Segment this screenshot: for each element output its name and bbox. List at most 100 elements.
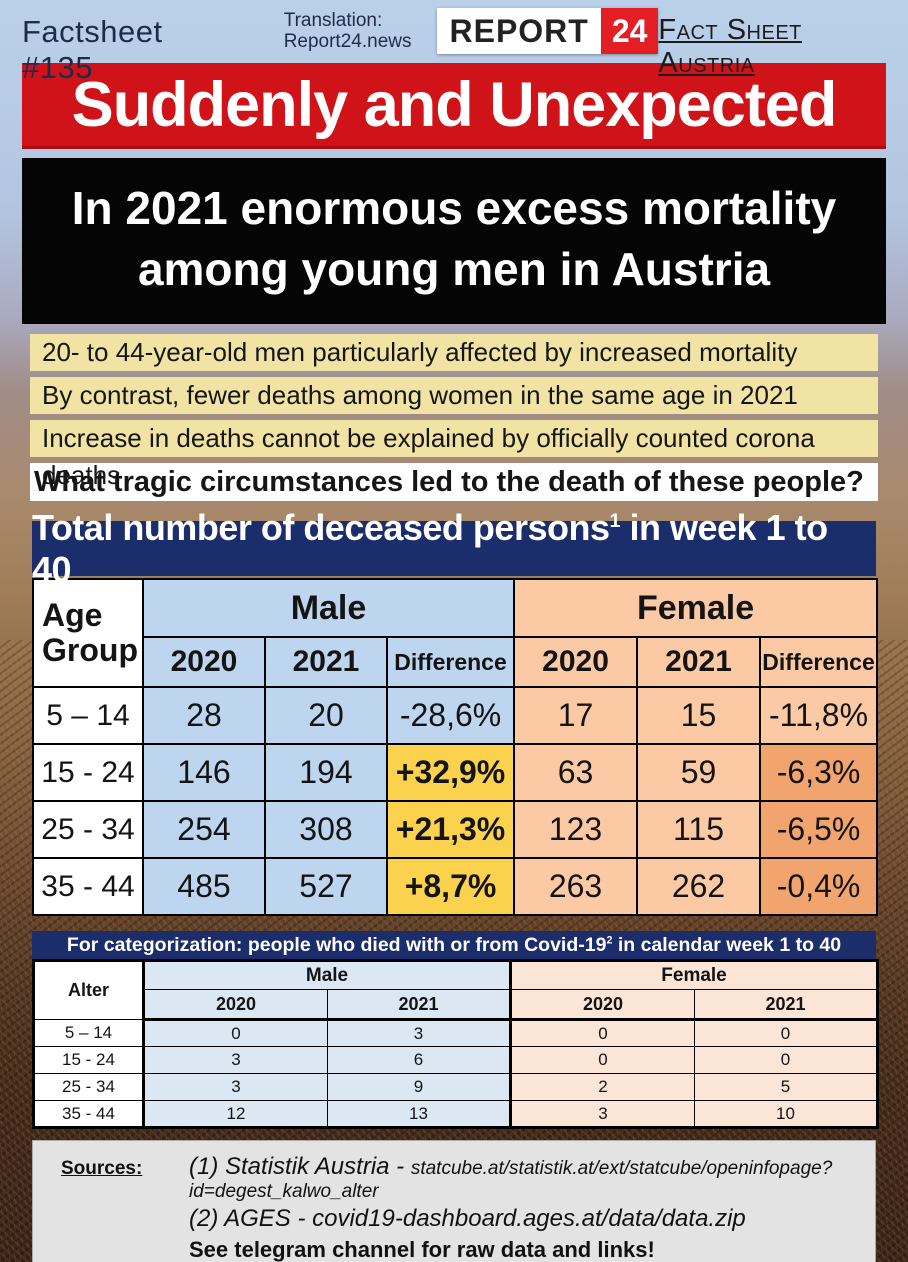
male-2021-cell: 194 — [264, 743, 388, 803]
table1-title-post: in week 1 to 40 — [32, 506, 828, 590]
source-1: (1) Statistik Austria - statcube.at/stat… — [189, 1153, 859, 1203]
sources-label: Sources: — [61, 1158, 143, 1180]
female-2020-header: 2020 — [509, 989, 695, 1022]
subtitle-line-1: In 2021 enormous excess mortality — [71, 182, 837, 234]
male-2021-header: 2021 — [327, 989, 511, 1022]
female-difference-header: Difference — [759, 636, 879, 689]
translation-line-2: Report24.news — [283, 31, 412, 53]
male-2021-cell: 308 — [264, 800, 388, 860]
telegram-note: See telegram channel for raw data and li… — [189, 1237, 655, 1262]
table1-title-bar: Total number of deceased persons1 in wee… — [32, 507, 876, 590]
male-2021-cell: 13 — [327, 1100, 511, 1129]
table-row: 25 - 34 254 308 +21,3% 123 115 -6,5% — [32, 800, 879, 860]
male-2020-cell: 28 — [142, 686, 266, 746]
female-2020-cell: 0 — [509, 1046, 695, 1075]
male-2020-header: 2020 — [142, 636, 266, 689]
highlight-line-3: Increase in deaths cannot be explained b… — [30, 420, 878, 490]
male-2021-cell: 9 — [327, 1073, 511, 1102]
source-1-name: (1) Statistik Austria - — [189, 1153, 411, 1181]
age-group-header-line1: Age — [42, 597, 103, 634]
alter-header: Alter — [33, 960, 144, 1021]
female-2020-cell: 63 — [513, 743, 639, 803]
female-2021-cell: 59 — [636, 743, 762, 803]
table-row: 5 – 14 0 3 0 0 — [33, 1019, 879, 1048]
table-row: 35 - 44 485 527 +8,7% 263 262 -0,4% — [32, 857, 879, 917]
table1-title-pre: Total number of deceased persons — [32, 506, 610, 548]
female-diff-cell: -11,8% — [759, 686, 879, 746]
table2-title: For categorization: people who died with… — [67, 934, 841, 957]
source-1-url: statcube.at/statistik.at/ext/statcube/op… — [189, 1158, 833, 1203]
male-2021-header: 2021 — [264, 636, 388, 689]
age-cell: 15 - 24 — [33, 1046, 144, 1075]
table-row: 15 - 24 146 194 +32,9% 63 59 -6,3% — [32, 743, 879, 803]
male-2021-cell: 527 — [264, 857, 388, 917]
brand-title: Fact Sheet Austria — [658, 14, 802, 79]
female-2020-cell: 0 — [509, 1019, 695, 1048]
age-cell: 5 – 14 — [33, 1019, 144, 1048]
female-2020-cell: 3 — [509, 1100, 695, 1129]
age-group-header: Age Group — [32, 578, 144, 689]
covid-deaths-table: Alter Male Female 2020 2021 2020 2021 5 … — [32, 959, 880, 1130]
male-2020-cell: 254 — [142, 800, 266, 860]
female-2020-header: 2020 — [513, 636, 639, 689]
logo-24-badge: 24 — [600, 8, 659, 54]
female-diff-cell: -6,5% — [759, 800, 879, 860]
female-diff-cell: -0,4% — [759, 857, 879, 917]
table1-title-footnote-marker: 1 — [609, 509, 620, 532]
female-section-header: Female — [513, 578, 879, 639]
logo-report-text: REPORT — [437, 8, 601, 54]
main-title-banner: Suddenly and Unexpected — [22, 63, 886, 149]
table-row: 25 - 34 3 9 2 5 — [33, 1073, 879, 1102]
male-2020-cell: 0 — [142, 1019, 328, 1048]
translation-line-1: Translation: — [283, 10, 383, 31]
highlight-line-2: By contrast, fewer deaths among women in… — [30, 377, 878, 415]
female-2021-cell: 15 — [636, 686, 762, 746]
female-2021-cell: 0 — [693, 1046, 879, 1075]
male-diff-cell: -28,6% — [385, 686, 516, 746]
age-cell: 35 - 44 — [32, 857, 144, 917]
male-2020-cell: 12 — [142, 1100, 328, 1129]
highlight-strips: 20- to 44-year-old men particularly affe… — [30, 334, 878, 502]
male-2020-cell: 485 — [142, 857, 266, 917]
table-row: 5 – 14 28 20 -28,6% 17 15 -11,8% — [32, 686, 879, 746]
male-2021-cell: 6 — [327, 1046, 511, 1075]
table1-title: Total number of deceased persons1 in wee… — [32, 507, 876, 591]
female-2020-cell: 2 — [509, 1073, 695, 1102]
table2-title-pre: For categorization: people who died with… — [66, 933, 607, 956]
subtitle-line-2: among young men in Austria — [137, 243, 771, 296]
table2-title-footnote-marker: 2 — [606, 934, 613, 947]
age-cell: 15 - 24 — [32, 743, 144, 803]
factsheet-number: Factsheet #135 — [22, 14, 163, 85]
male-section-header: Male — [142, 960, 511, 991]
male-diff-cell-highlighted: +8,7% — [385, 857, 516, 917]
female-2020-cell: 17 — [513, 686, 639, 746]
male-diff-cell-highlighted: +21,3% — [385, 800, 516, 860]
table2-title-post: in calendar week 1 to 40 — [612, 933, 842, 956]
female-2021-cell: 10 — [693, 1100, 879, 1129]
main-title: Suddenly and Unexpected — [71, 69, 838, 140]
male-2020-cell: 3 — [142, 1046, 328, 1075]
male-section-header: Male — [141, 578, 516, 639]
female-2020-cell: 123 — [513, 800, 639, 860]
male-2021-cell: 3 — [327, 1019, 511, 1048]
age-cell: 5 – 14 — [32, 686, 144, 746]
male-difference-header: Difference — [385, 636, 516, 689]
question-line: What tragic circumstances led to the dea… — [30, 463, 878, 502]
sources-footer: Sources: (1) Statistik Austria - statcub… — [32, 1140, 876, 1262]
age-cell: 35 - 44 — [33, 1100, 144, 1129]
male-2021-cell: 20 — [264, 686, 388, 746]
male-2020-cell: 146 — [142, 743, 266, 803]
male-2020-header: 2020 — [142, 989, 328, 1022]
translation-note: Translation: Report24.news — [284, 8, 412, 53]
age-group-header-line2: Group — [42, 632, 138, 669]
report24-logo: REPORT 24 — [437, 8, 659, 54]
age-cell: 25 - 34 — [32, 800, 144, 860]
table-row: 15 - 24 3 6 0 0 — [33, 1046, 879, 1075]
age-cell: 25 - 34 — [33, 1073, 144, 1102]
highlight-line-1: 20- to 44-year-old men particularly affe… — [30, 334, 878, 372]
table-row: 35 - 44 12 13 3 10 — [33, 1100, 879, 1129]
female-2021-cell: 262 — [636, 857, 762, 917]
subtitle-banner: In 2021 enormous excess mortality among … — [22, 158, 886, 325]
male-2020-cell: 3 — [142, 1073, 328, 1102]
